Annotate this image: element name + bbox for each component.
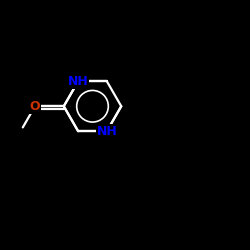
Text: N: N xyxy=(73,75,83,88)
Text: NH: NH xyxy=(96,125,117,138)
Text: O: O xyxy=(30,100,40,113)
Text: NH: NH xyxy=(68,75,88,88)
